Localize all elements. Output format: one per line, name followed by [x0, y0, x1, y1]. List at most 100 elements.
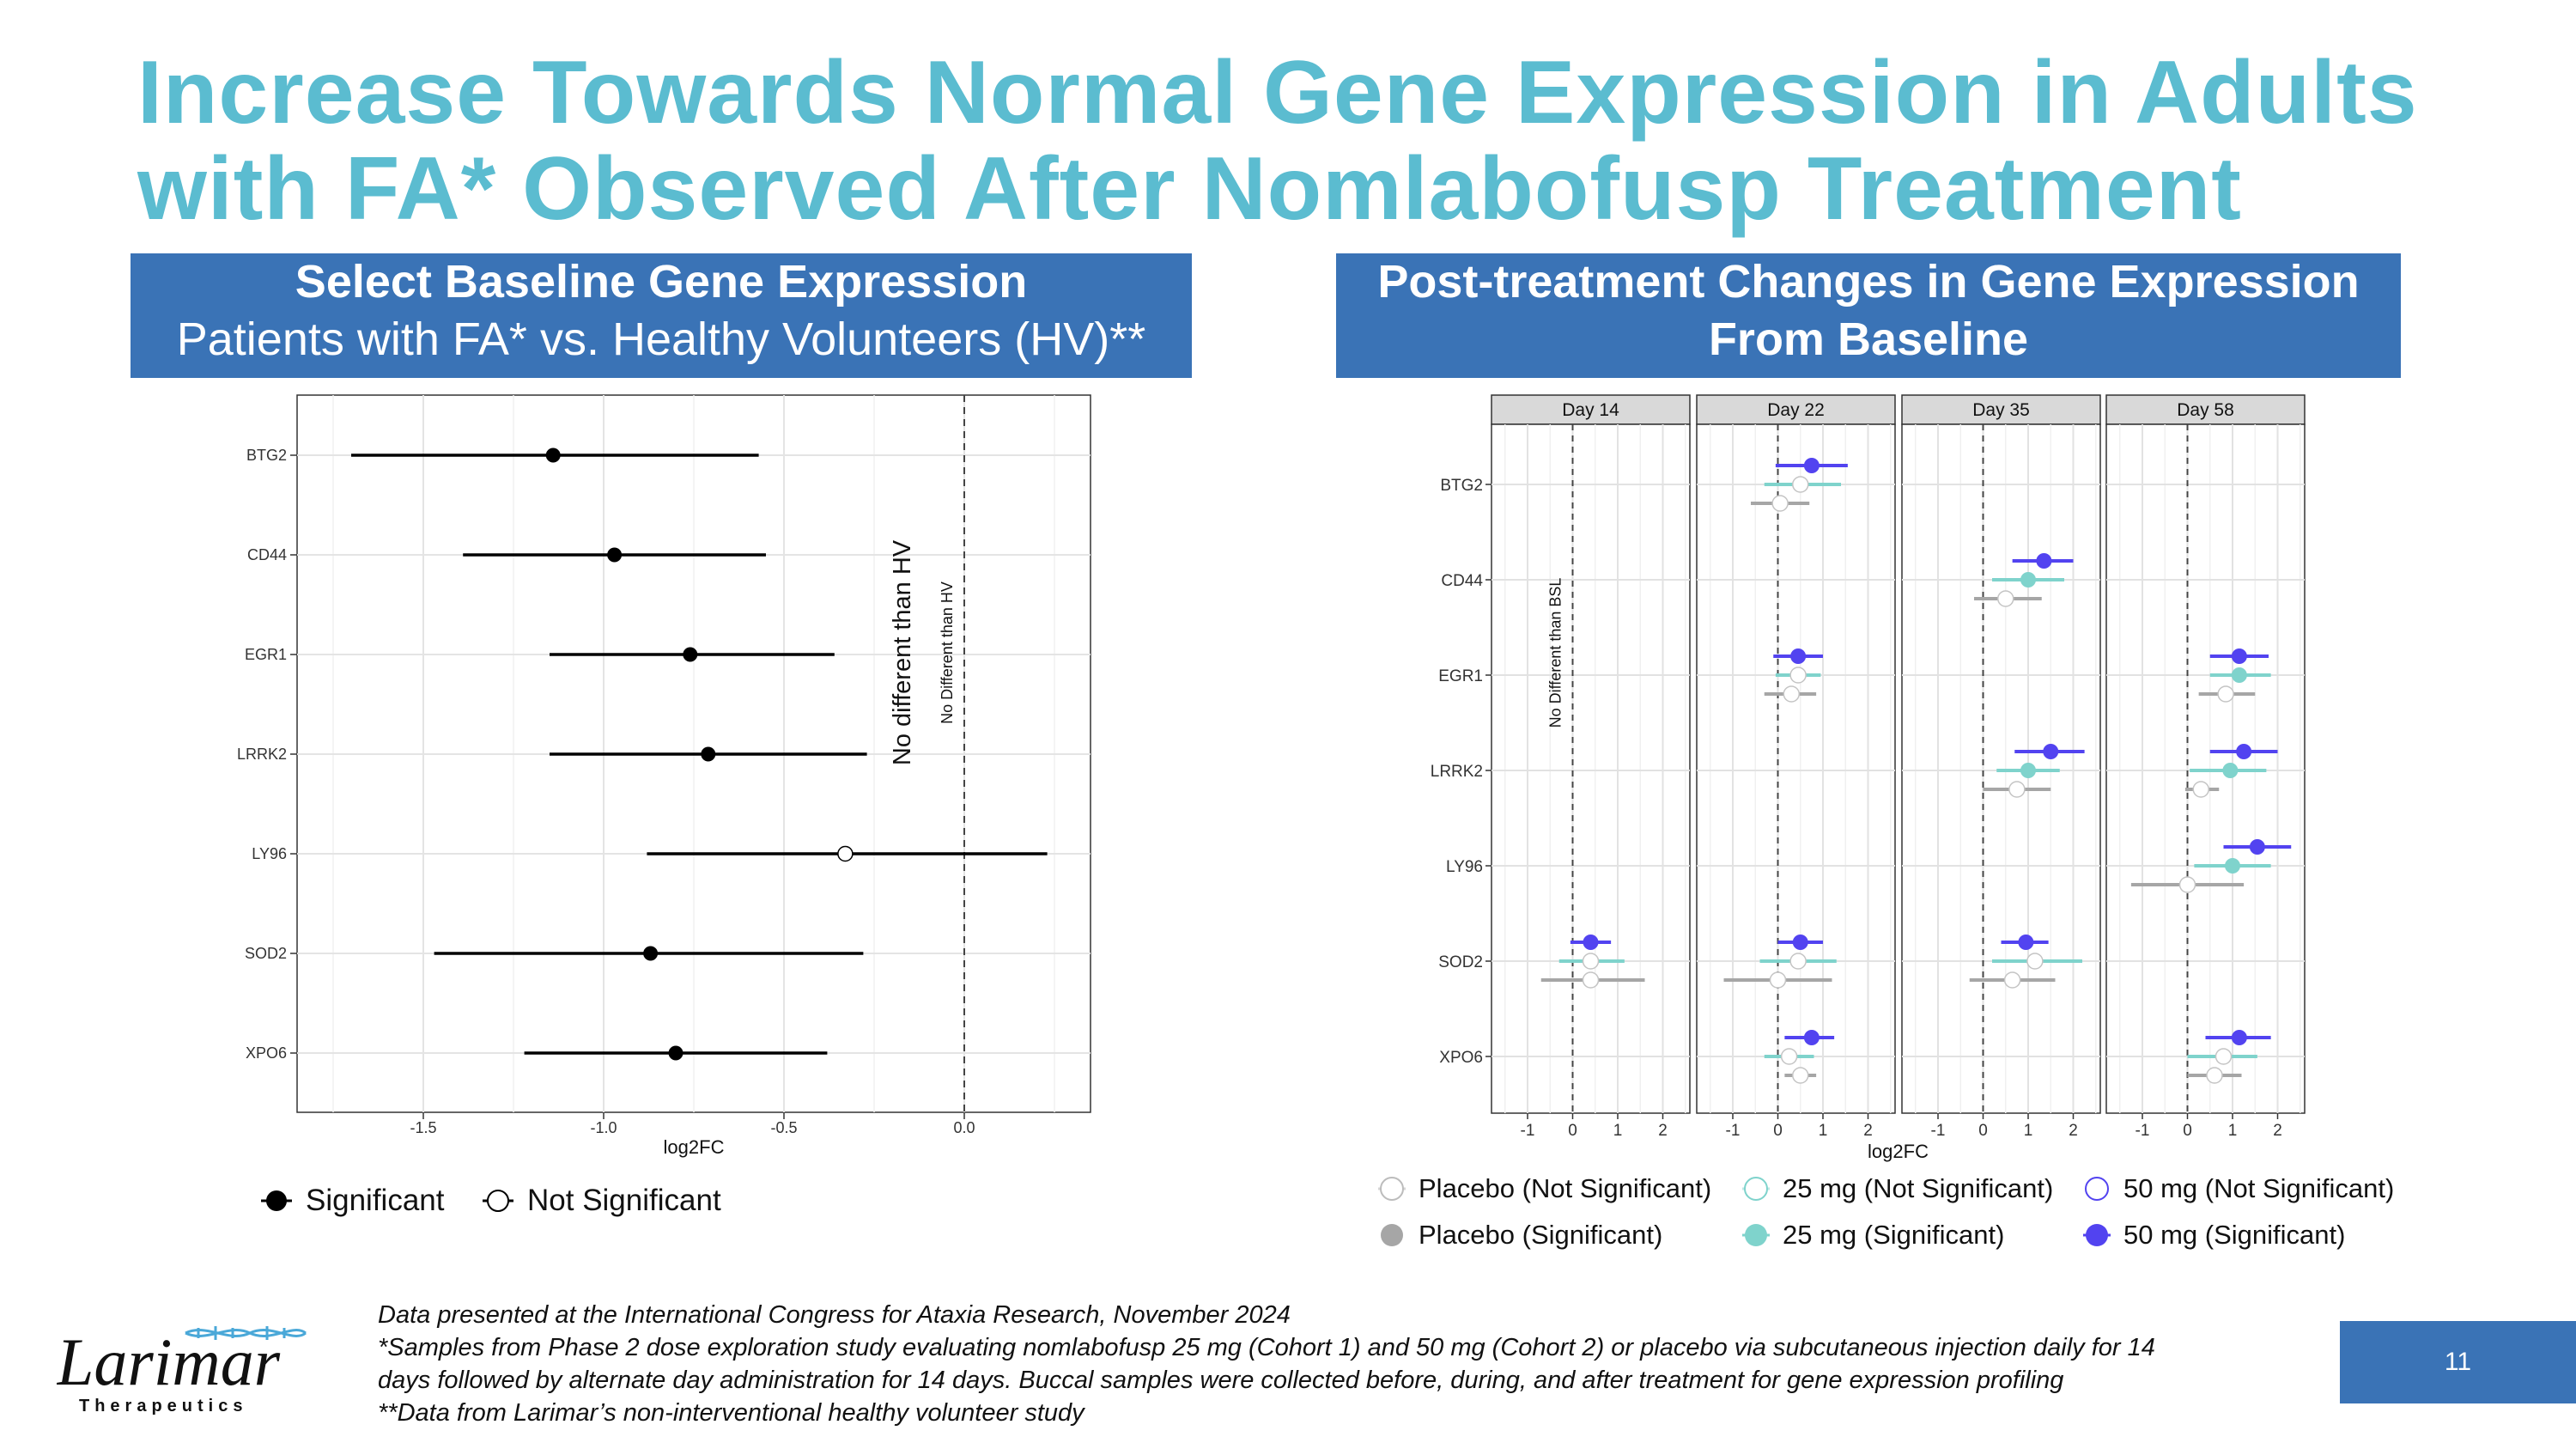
- data-point: [2222, 763, 2239, 778]
- data-point: [1790, 648, 1807, 664]
- plot-panel: [296, 394, 1091, 1113]
- data-point: [2215, 1048, 2233, 1065]
- legend-50mg-s-label: 50 mg (Significant): [2123, 1220, 2346, 1250]
- x-tick-label: 1: [2024, 1122, 2033, 1140]
- legend-placebo-ns: Placebo (Not Significant): [1377, 1173, 1711, 1204]
- legend-significant: Significant: [259, 1184, 444, 1218]
- left-header-line2: Patients with FA* vs. Healthy Volunteers…: [176, 314, 1146, 365]
- filled-dot-icon: [261, 1190, 292, 1211]
- footnotes: Data presented at the International Cong…: [378, 1299, 2318, 1429]
- data-point: [2178, 876, 2196, 893]
- data-point: [1582, 971, 1600, 989]
- legend-50mg-ns: 50 mg (Not Significant): [2082, 1173, 2394, 1204]
- data-point: [1582, 953, 1600, 970]
- data-point: [2231, 1030, 2247, 1045]
- footnote-line3: days followed by alternate day administr…: [378, 1367, 2064, 1394]
- data-point: [2225, 858, 2240, 874]
- x-tick-label: -1.5: [410, 1119, 436, 1136]
- annotation-label: No different than HV: [889, 539, 916, 765]
- y-tick-label: CD44: [247, 546, 287, 563]
- open-dot-icon: [483, 1190, 513, 1212]
- slide-title: Increase Towards Normal Gene Expression …: [137, 45, 2542, 237]
- filled-dot-icon: [1742, 1224, 1770, 1246]
- footnote-line1: Data presented at the International Cong…: [378, 1301, 1291, 1329]
- facet-strip-label: Day 58: [2177, 400, 2234, 420]
- x-tick-label: -0.5: [770, 1119, 797, 1136]
- x-axis-label: log2FC: [664, 1136, 725, 1158]
- data-point: [2192, 781, 2209, 798]
- y-tick-label: LRRK2: [237, 746, 287, 763]
- data-point: [1792, 935, 1808, 950]
- legend-25mg-ns-label: 25 mg (Not Significant): [1783, 1173, 2054, 1203]
- data-point: [2043, 744, 2059, 759]
- data-point: [1789, 667, 1807, 684]
- filled-dot-icon: [2083, 1224, 2111, 1246]
- data-point: [1780, 1048, 1798, 1065]
- footnote-line4: **Data from Larimar’s non-interventional…: [378, 1399, 1084, 1427]
- data-point: [2217, 685, 2234, 703]
- data-point: [1789, 953, 1807, 970]
- data-point: [1803, 458, 1820, 473]
- reference-line-label: No Different than BSL: [1547, 578, 1564, 728]
- facet-strip: [1491, 394, 1691, 425]
- data-point: [2206, 1067, 2223, 1084]
- data-point: [2026, 953, 2044, 970]
- legend-not-significant-label: Not Significant: [527, 1184, 721, 1217]
- data-point: [2020, 572, 2036, 588]
- x-tick-label: -1: [1931, 1122, 1946, 1140]
- data-point: [1792, 1067, 1809, 1084]
- left-chart-header: Select Baseline Gene Expression Patients…: [131, 253, 1192, 378]
- logo-wordmark: Larimar: [57, 1324, 281, 1399]
- y-tick-label: EGR1: [1438, 667, 1483, 685]
- data-point: [683, 647, 698, 662]
- y-tick-label: CD44: [1441, 572, 1483, 590]
- x-tick-label: -1.0: [590, 1119, 617, 1136]
- data-point: [2018, 935, 2034, 950]
- legend-25mg-s: 25 mg (Significant): [1741, 1220, 2004, 1251]
- facet-strip: [2105, 394, 2306, 425]
- data-point: [1792, 476, 1809, 493]
- open-dot-icon: [2085, 1177, 2109, 1201]
- larimar-logo: Larimar Therapeutics: [57, 1324, 307, 1416]
- x-tick-label: 0: [1773, 1122, 1783, 1140]
- y-tick-label: SOD2: [1438, 953, 1483, 971]
- y-tick-label: LY96: [252, 845, 287, 862]
- right-header-line1: Post-treatment Changes in Gene Expressio…: [1377, 256, 2360, 307]
- facet-panel: [1901, 423, 2101, 1114]
- data-point: [1997, 590, 2014, 607]
- open-dot-icon: [1742, 1177, 1770, 1201]
- y-tick-label: LY96: [1446, 858, 1483, 876]
- data-point: [2231, 648, 2247, 664]
- data-point: [2008, 781, 2026, 798]
- y-tick-label: XPO6: [246, 1044, 287, 1062]
- facet-panel: [2105, 423, 2306, 1114]
- data-point: [545, 447, 561, 463]
- x-axis-label: log2FC: [1868, 1141, 1929, 1162]
- facet-strip-label: Day 14: [1562, 400, 1619, 420]
- x-tick-label: 1: [1613, 1122, 1623, 1140]
- facet-strip: [1901, 394, 2101, 425]
- data-point: [1583, 935, 1599, 950]
- data-point: [1771, 495, 1789, 512]
- facet-strip-label: Day 22: [1767, 400, 1825, 420]
- x-tick-label: 2: [1658, 1122, 1668, 1140]
- reference-line-label: No Different than HV: [939, 581, 956, 724]
- right-header-line2: From Baseline: [1708, 314, 2029, 365]
- x-tick-label: 2: [2273, 1122, 2282, 1140]
- legend-significant-label: Significant: [306, 1184, 445, 1217]
- data-point: [2236, 744, 2252, 759]
- x-tick-label: 2: [1863, 1122, 1873, 1140]
- data-point: [837, 845, 854, 862]
- slide-title-line1: Increase Towards Normal Gene Expression …: [137, 43, 2418, 143]
- data-point: [2003, 971, 2021, 989]
- facet-strip: [1696, 394, 1896, 425]
- data-point: [643, 946, 659, 961]
- x-tick-label: 0: [1568, 1122, 1577, 1140]
- x-tick-label: 0.0: [953, 1119, 975, 1136]
- y-tick-label: SOD2: [245, 945, 287, 962]
- data-point: [607, 547, 623, 563]
- data-point: [1783, 685, 1800, 703]
- y-tick-label: BTG2: [1440, 477, 1483, 495]
- facet-panel: [1491, 423, 1691, 1114]
- legend-25mg-s-label: 25 mg (Significant): [1783, 1220, 2005, 1250]
